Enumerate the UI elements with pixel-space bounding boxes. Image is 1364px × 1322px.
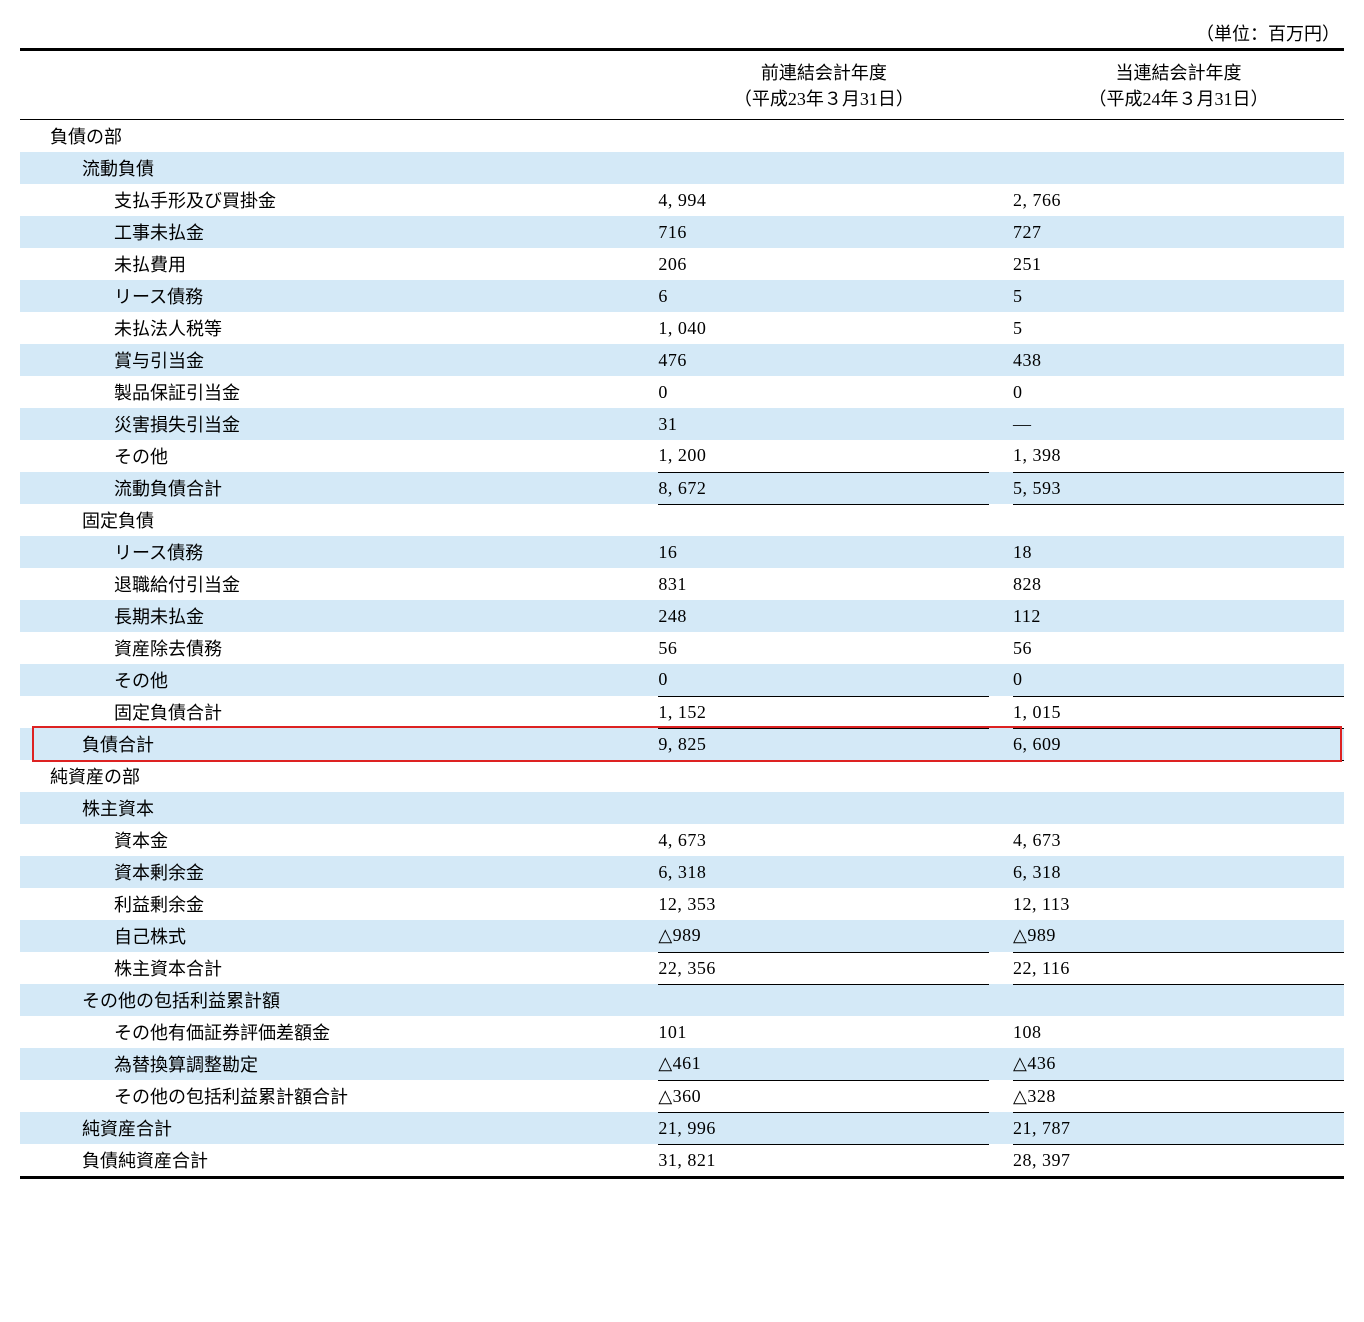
subtotal-curr: 5, 593	[1013, 472, 1344, 504]
row-val-prev: 101	[658, 1016, 989, 1048]
subtotal-prev: 22, 356	[658, 952, 989, 984]
row-val-curr: 56	[1013, 632, 1344, 664]
net-total-label: 純資産合計	[20, 1112, 658, 1144]
row-val-prev: 716	[658, 216, 989, 248]
subsection-header: 固定負債	[20, 504, 658, 536]
row-label: リース債務	[20, 280, 658, 312]
row-label: 災害損失引当金	[20, 408, 658, 440]
row-val-curr: 18	[1013, 536, 1344, 568]
grand-total-prev: 31, 821	[658, 1144, 989, 1178]
balance-sheet-table: 前連結会計年度 （平成23年３月31日） 当連結会計年度 （平成24年３月31日…	[20, 48, 1344, 1209]
liab-total-prev: 9, 825	[658, 728, 989, 760]
section-header: 純資産の部	[20, 760, 658, 792]
row-val-prev: △989	[658, 920, 989, 952]
subtotal-prev: 8, 672	[658, 472, 989, 504]
row-val-prev: 831	[658, 568, 989, 600]
row-val-prev: 4, 994	[658, 184, 989, 216]
row-val-curr: 251	[1013, 248, 1344, 280]
row-label: 退職給付引当金	[20, 568, 658, 600]
col-prev-title: 前連結会計年度	[761, 63, 887, 83]
subsection-header: 株主資本	[20, 792, 658, 824]
row-val-curr: 0	[1013, 664, 1344, 696]
liab-total-label: 負債合計	[20, 728, 658, 760]
subtotal-curr: 1, 015	[1013, 696, 1344, 728]
row-val-prev: 248	[658, 600, 989, 632]
row-label: 資本剰余金	[20, 856, 658, 888]
row-val-prev: 16	[658, 536, 989, 568]
col-curr-title: 当連結会計年度	[1115, 63, 1241, 83]
row-label: 工事未払金	[20, 216, 658, 248]
row-val-prev: 31	[658, 408, 989, 440]
col-curr-sub: （平成24年３月31日）	[1088, 89, 1268, 109]
row-val-curr: 1, 398	[1013, 440, 1344, 472]
col-prev-sub: （平成23年３月31日）	[734, 89, 914, 109]
row-val-prev: 1, 200	[658, 440, 989, 472]
subtotal-curr: 22, 116	[1013, 952, 1344, 984]
row-val-curr: ―	[1013, 408, 1344, 440]
row-label: 自己株式	[20, 920, 658, 952]
row-val-curr: 828	[1013, 568, 1344, 600]
row-val-curr: △989	[1013, 920, 1344, 952]
row-val-prev: 12, 353	[658, 888, 989, 920]
row-label: 為替換算調整勘定	[20, 1048, 658, 1080]
subtotal-label: 固定負債合計	[20, 696, 658, 728]
row-label: その他	[20, 664, 658, 696]
row-label: 賞与引当金	[20, 344, 658, 376]
row-val-curr: 4, 673	[1013, 824, 1344, 856]
row-label: その他有価証券評価差額金	[20, 1016, 658, 1048]
row-val-curr: 6, 318	[1013, 856, 1344, 888]
row-val-prev: 0	[658, 376, 989, 408]
row-val-curr: 12, 113	[1013, 888, 1344, 920]
grand-total-curr: 28, 397	[1013, 1144, 1344, 1178]
row-val-prev: 206	[658, 248, 989, 280]
grand-total-label: 負債純資産合計	[20, 1144, 658, 1178]
row-val-curr: 727	[1013, 216, 1344, 248]
row-label: リース債務	[20, 536, 658, 568]
row-label: 未払費用	[20, 248, 658, 280]
row-label: その他	[20, 440, 658, 472]
subtotal-prev: 1, 152	[658, 696, 989, 728]
row-val-prev: 1, 040	[658, 312, 989, 344]
row-val-curr: 2, 766	[1013, 184, 1344, 216]
row-val-prev: 476	[658, 344, 989, 376]
row-val-prev: 6	[658, 280, 989, 312]
row-label: 未払法人税等	[20, 312, 658, 344]
liab-total-curr: 6, 609	[1013, 728, 1344, 760]
row-label: 製品保証引当金	[20, 376, 658, 408]
section-header: 負債の部	[20, 120, 658, 153]
row-label: 利益剰余金	[20, 888, 658, 920]
subtotal-prev: △360	[658, 1080, 989, 1112]
row-val-curr: 5	[1013, 312, 1344, 344]
row-val-curr: 5	[1013, 280, 1344, 312]
row-label: 資産除去債務	[20, 632, 658, 664]
subtotal-label: 流動負債合計	[20, 472, 658, 504]
net-total-prev: 21, 996	[658, 1112, 989, 1144]
subsection-header: その他の包括利益累計額	[20, 984, 658, 1016]
row-val-curr: 0	[1013, 376, 1344, 408]
subtotal-label: その他の包括利益累計額合計	[20, 1080, 658, 1112]
unit-label: （単位：百万円）	[20, 20, 1344, 46]
row-val-curr: 112	[1013, 600, 1344, 632]
net-total-curr: 21, 787	[1013, 1112, 1344, 1144]
row-label: 資本金	[20, 824, 658, 856]
subtotal-curr: △328	[1013, 1080, 1344, 1112]
row-label: 長期未払金	[20, 600, 658, 632]
row-label: 支払手形及び買掛金	[20, 184, 658, 216]
row-val-prev: 6, 318	[658, 856, 989, 888]
row-val-curr: △436	[1013, 1048, 1344, 1080]
subsection-header: 流動負債	[20, 152, 658, 184]
row-val-curr: 438	[1013, 344, 1344, 376]
row-val-prev: △461	[658, 1048, 989, 1080]
subtotal-label: 株主資本合計	[20, 952, 658, 984]
row-val-curr: 108	[1013, 1016, 1344, 1048]
row-val-prev: 4, 673	[658, 824, 989, 856]
row-val-prev: 56	[658, 632, 989, 664]
row-val-prev: 0	[658, 664, 989, 696]
